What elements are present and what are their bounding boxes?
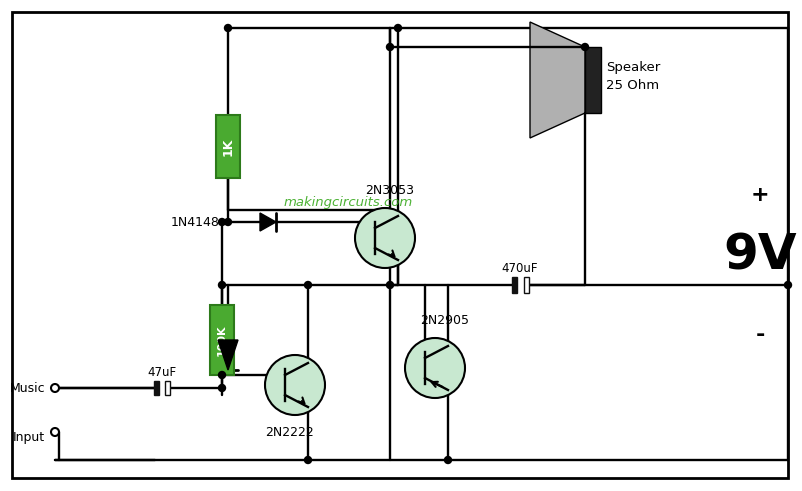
Text: 100K: 100K (217, 324, 227, 356)
Text: Music: Music (10, 382, 45, 394)
Circle shape (444, 457, 452, 464)
Circle shape (581, 44, 589, 51)
Circle shape (218, 384, 225, 391)
Circle shape (305, 457, 311, 464)
Text: Input: Input (13, 431, 45, 443)
Text: 9V: 9V (723, 231, 797, 279)
Circle shape (395, 25, 402, 31)
Text: Speaker: Speaker (606, 60, 660, 74)
Circle shape (387, 44, 394, 51)
Text: 470uF: 470uF (502, 263, 538, 275)
Circle shape (305, 281, 311, 289)
Circle shape (225, 218, 232, 225)
Polygon shape (260, 213, 276, 231)
Circle shape (405, 338, 465, 398)
Polygon shape (530, 22, 585, 138)
Text: makingcircuits.com: makingcircuits.com (283, 195, 412, 209)
Text: 47uF: 47uF (148, 365, 176, 379)
Circle shape (387, 281, 394, 289)
Circle shape (218, 218, 225, 225)
Text: 1N4148: 1N4148 (171, 216, 220, 228)
Bar (154, 381, 159, 395)
Bar (524, 277, 529, 293)
Polygon shape (218, 340, 238, 370)
Text: 2N2222: 2N2222 (265, 426, 314, 438)
Bar (585, 47, 601, 113)
Text: -: - (755, 325, 764, 345)
Circle shape (218, 372, 225, 379)
FancyBboxPatch shape (216, 115, 240, 178)
Text: 1K: 1K (221, 137, 234, 156)
Circle shape (51, 428, 59, 436)
FancyBboxPatch shape (210, 305, 234, 375)
Text: +: + (751, 185, 769, 205)
Text: 2N3053: 2N3053 (366, 184, 415, 196)
Bar (512, 277, 516, 293)
Text: 25 Ohm: 25 Ohm (606, 79, 659, 91)
Circle shape (218, 281, 225, 289)
Bar (165, 381, 170, 395)
Circle shape (355, 208, 415, 268)
Circle shape (225, 25, 232, 31)
Text: 2N2905: 2N2905 (420, 315, 469, 327)
Circle shape (784, 281, 792, 289)
Circle shape (51, 384, 59, 392)
Circle shape (265, 355, 325, 415)
